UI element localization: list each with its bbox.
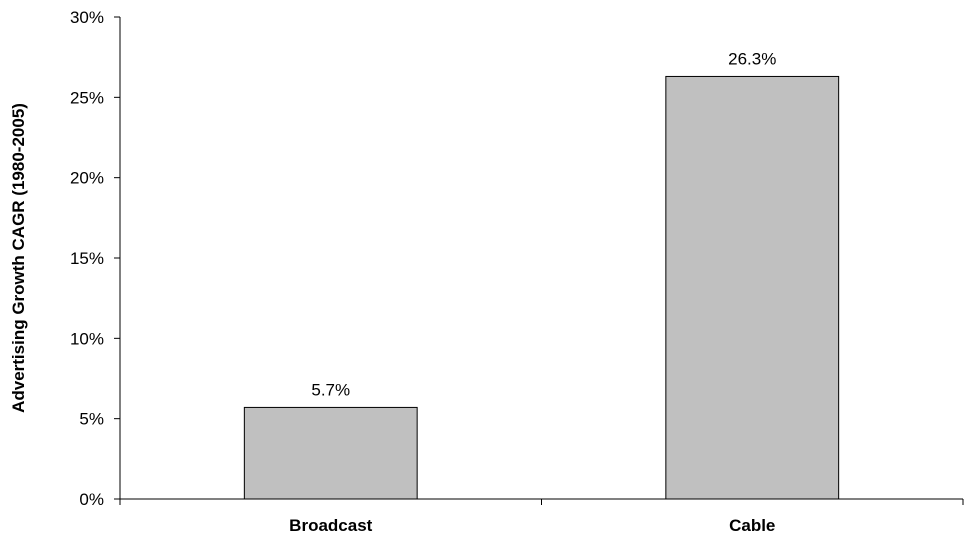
bars: 5.7% 26.3% (243, 49, 840, 500)
data-label: 5.7% (311, 380, 350, 399)
y-axis-ticks: 0% 5% 10% 15% 20% 25% 30% (70, 8, 120, 509)
bar-broadcast (243, 406, 418, 500)
bar-cable (665, 75, 840, 500)
x-axis-ticks: Broadcast Cable (119, 499, 964, 535)
x-tick-label: Cable (729, 516, 775, 535)
x-tick-label: Broadcast (289, 516, 372, 535)
y-tick-label: 30% (70, 8, 104, 27)
y-tick-label: 5% (79, 410, 104, 429)
y-tick-label: 25% (70, 88, 104, 107)
y-tick-label: 15% (70, 249, 104, 268)
y-axis-title: Advertising Growth CAGR (1980-2005) (9, 103, 28, 413)
y-tick-label: 10% (70, 329, 104, 348)
y-tick-label: 20% (70, 169, 104, 188)
y-tick-label: 0% (79, 490, 104, 509)
data-label: 26.3% (728, 49, 776, 68)
